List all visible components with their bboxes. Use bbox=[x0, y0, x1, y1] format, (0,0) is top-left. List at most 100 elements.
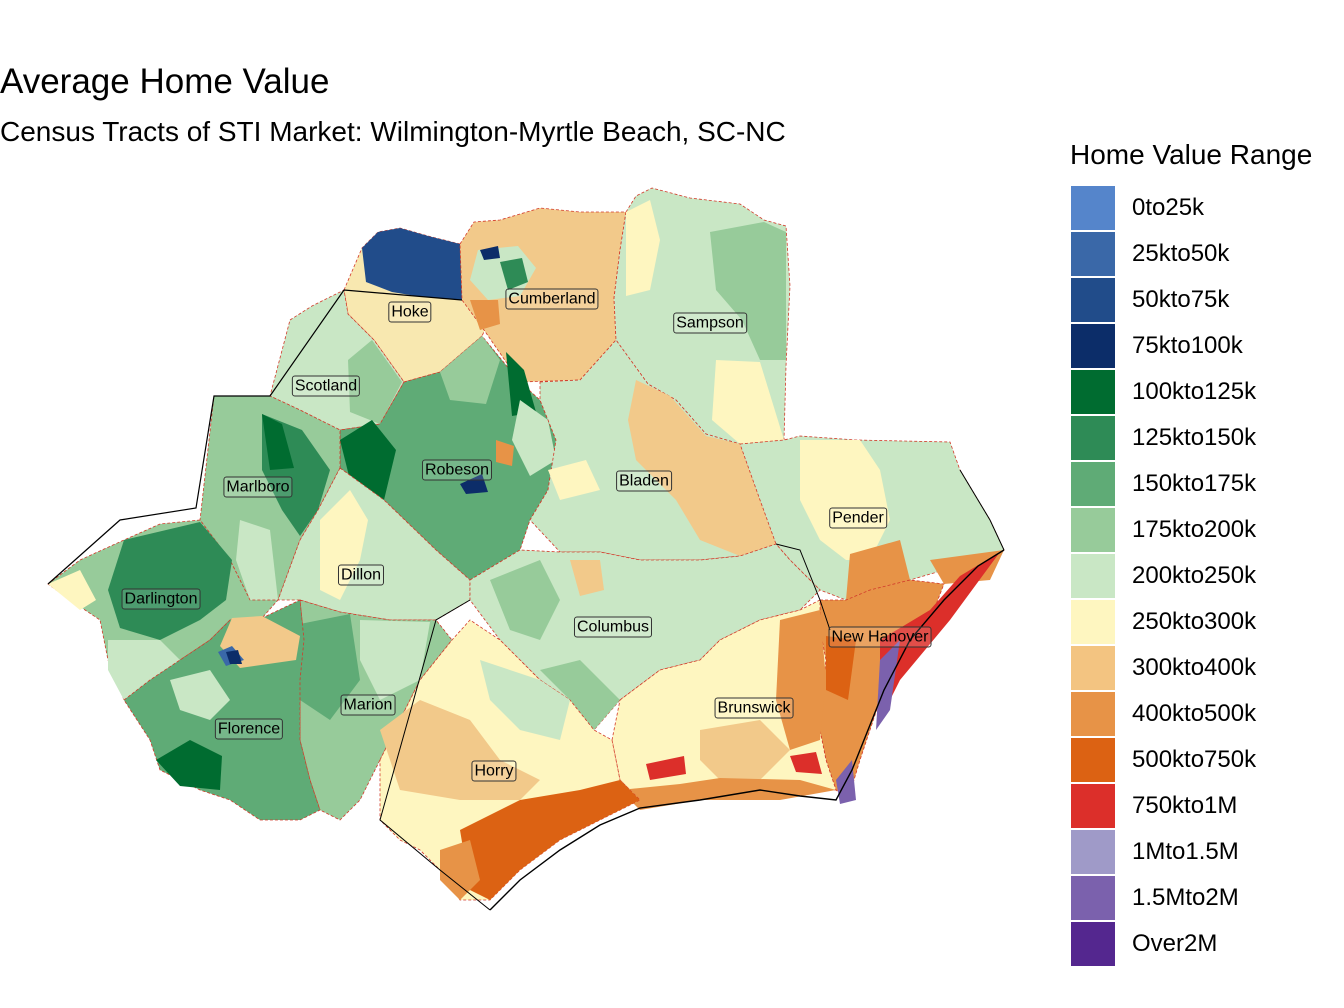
legend-swatch bbox=[1071, 370, 1115, 414]
legend-swatch bbox=[1071, 554, 1115, 598]
state-boundary bbox=[47, 289, 491, 911]
legend-swatch bbox=[1071, 922, 1115, 966]
county-label-horry: Horry bbox=[471, 760, 517, 782]
legend-label: 25kto50k bbox=[1132, 240, 1230, 267]
map-title: Average Home Value bbox=[0, 62, 330, 101]
coastline bbox=[489, 469, 1005, 911]
tract-cumberland-blue bbox=[480, 246, 500, 260]
tract-horry-coast bbox=[460, 780, 640, 900]
legend-swatch bbox=[1071, 692, 1115, 736]
legend-label: 100kto125k bbox=[1132, 378, 1257, 405]
county-label-robeson: Robeson bbox=[421, 459, 493, 481]
tract-sampson-east bbox=[710, 222, 786, 360]
tract-columbus-south bbox=[540, 660, 620, 730]
legend-label: 50kto75k bbox=[1132, 286, 1230, 313]
tract-columbus-orange bbox=[570, 560, 604, 596]
legend-label: 1Mto1.5M bbox=[1132, 838, 1239, 865]
tract-brunswick-red1 bbox=[646, 756, 686, 780]
tract-darlington-green bbox=[108, 522, 232, 640]
legend-label: 750kto1M bbox=[1132, 792, 1238, 819]
legend-swatch bbox=[1071, 232, 1115, 276]
tract-pender-coast bbox=[930, 550, 1004, 584]
county-label-new-hanover: New Hanover bbox=[828, 626, 932, 648]
county-label-columbus: Columbus bbox=[573, 616, 653, 638]
tract-brunswick-peach bbox=[700, 720, 790, 780]
tract-marlboro-light bbox=[236, 520, 278, 600]
tract-robeson-north bbox=[440, 336, 500, 404]
tract-newhanover-red bbox=[880, 552, 1000, 720]
legend-swatch bbox=[1071, 600, 1115, 644]
legend-swatch bbox=[1071, 646, 1115, 690]
county-label-sampson: Sampson bbox=[673, 312, 747, 334]
county-label-marlboro: Marlboro bbox=[223, 476, 293, 498]
tract-scotland-east bbox=[348, 340, 402, 424]
county-fills bbox=[47, 187, 1005, 901]
county-label-brunswick: Brunswick bbox=[714, 697, 794, 719]
tract-robeson-ne bbox=[506, 352, 536, 416]
tract-florence-light bbox=[170, 670, 230, 720]
tract-florence-orange bbox=[220, 616, 300, 668]
county-label-florence: Florence bbox=[214, 718, 284, 740]
choropleth-map bbox=[47, 187, 1005, 911]
tract-pender-yellow bbox=[800, 440, 890, 560]
legend-label: 250kto300k bbox=[1132, 608, 1257, 635]
tract-newhanover-dark bbox=[826, 636, 856, 700]
tract-cumberland-south bbox=[470, 300, 500, 330]
county-label-cumberland: Cumberland bbox=[505, 288, 599, 310]
legend-label: 300kto400k bbox=[1132, 654, 1257, 681]
tract-robeson-blue bbox=[460, 474, 488, 494]
legend-label: 75kto100k bbox=[1132, 332, 1243, 359]
legend-swatch bbox=[1071, 324, 1115, 368]
legend-label: Over2M bbox=[1132, 930, 1218, 957]
tract-horry-lower bbox=[440, 840, 480, 900]
tract-florence-dark bbox=[156, 740, 222, 790]
legend-label: 0to25k bbox=[1132, 194, 1205, 221]
county-label-darlington: Darlington bbox=[121, 588, 201, 610]
legend-swatch bbox=[1071, 508, 1115, 552]
legend-label: 125kto150k bbox=[1132, 424, 1257, 451]
county-label-hoke: Hoke bbox=[388, 301, 432, 323]
legend-label: 150kto175k bbox=[1132, 470, 1257, 497]
legend-title: Home Value Range bbox=[1070, 139, 1313, 170]
tract-brunswick-orange bbox=[776, 610, 826, 750]
tract-dillon-yellow bbox=[320, 490, 368, 600]
tract-bladen-west bbox=[548, 460, 600, 500]
legend-label: 1.5Mto2M bbox=[1132, 884, 1239, 911]
map-subtitle: Census Tracts of STI Market: Wilmington-… bbox=[0, 116, 786, 147]
tract-bladen-center bbox=[628, 380, 776, 556]
tract-brunswick-red2 bbox=[790, 752, 822, 774]
legend-swatch bbox=[1071, 416, 1115, 460]
tract-marion-light bbox=[360, 620, 430, 700]
county-label-pender: Pender bbox=[829, 507, 887, 529]
tract-marion-green bbox=[300, 614, 360, 720]
tract-newhanover-purple bbox=[876, 640, 900, 730]
tract-hoke-north bbox=[362, 228, 462, 300]
county-label-dillon: Dillon bbox=[337, 564, 385, 586]
legend-label: 175kto200k bbox=[1132, 516, 1257, 543]
tract-sampson-west bbox=[626, 200, 660, 296]
legend-swatch bbox=[1071, 738, 1115, 782]
legend-swatch bbox=[1071, 186, 1115, 230]
legend-swatch bbox=[1071, 876, 1115, 920]
legend-swatch bbox=[1071, 784, 1115, 828]
legend-swatch bbox=[1071, 462, 1115, 506]
tract-robeson-east bbox=[512, 400, 556, 476]
tract-columbus-green bbox=[490, 560, 560, 640]
tract-brunswick-coast bbox=[620, 778, 836, 810]
legend-label: 500kto750k bbox=[1132, 746, 1257, 773]
tract-horry-light bbox=[480, 660, 570, 740]
tract-florence-navy bbox=[226, 650, 242, 664]
county-label-bladen: Bladen bbox=[616, 470, 672, 492]
tract-darlington-south bbox=[108, 640, 180, 700]
legend-label: 200kto250k bbox=[1132, 562, 1257, 589]
tract-cumberland-green bbox=[500, 258, 528, 290]
county-label-marion: Marion bbox=[340, 694, 396, 716]
tract-darlington-west bbox=[48, 570, 96, 610]
tract-pender-orange bbox=[846, 540, 910, 600]
county-label-scotland: Scotland bbox=[291, 375, 361, 397]
legend-swatch bbox=[1071, 278, 1115, 322]
tract-robeson-orange bbox=[496, 440, 514, 466]
county-region-robeson bbox=[339, 335, 557, 581]
legend-swatch bbox=[1071, 830, 1115, 874]
legend-label: 400kto500k bbox=[1132, 700, 1257, 727]
